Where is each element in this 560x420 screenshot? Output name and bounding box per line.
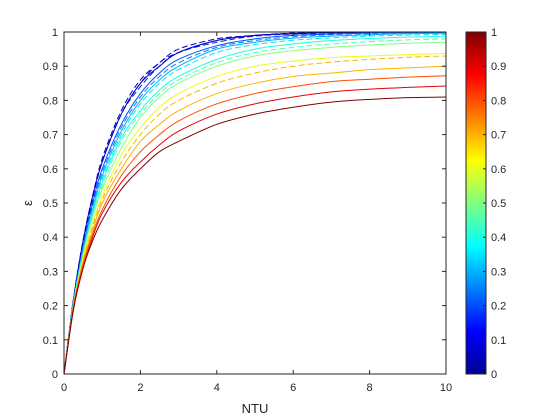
y-tick-label: 0.4 (43, 232, 58, 244)
y-tick-label: 0.1 (43, 335, 58, 347)
plot-area: 0 2 4 6 8 10 0 0.1 0.2 0.3 0.4 0.5 0.6 0.7 0.8 0.9 1 (43, 27, 452, 394)
colorbar-tick-label: 0.8 (491, 95, 506, 107)
series-line-7 (64, 32, 446, 374)
series-line-6 (64, 32, 446, 374)
x-tick-label: 4 (214, 382, 220, 394)
plot-background (64, 32, 446, 374)
x-tick-label: 2 (137, 382, 143, 394)
x-tick-label: 6 (290, 382, 296, 394)
y-tick-label: 0 (52, 369, 58, 381)
y-tick-label: 0.6 (43, 164, 58, 176)
colorbar: 0 0.1 0.2 0.3 0.4 0.5 0.6 0.7 0.8 0.9 1 (465, 27, 506, 381)
colorbar-tick-label: 1 (491, 27, 497, 39)
x-tick-label: 0 (61, 382, 67, 394)
colorbar-tick-label: 0.5 (491, 198, 506, 210)
y-tick-label: 0.3 (43, 266, 58, 278)
colorbar-tick-label: 0.4 (491, 232, 506, 244)
y-axis-label: ε (20, 200, 35, 206)
series-line-14 (64, 65, 446, 374)
series-line-15 (64, 75, 446, 374)
y-tick-label: 0.5 (43, 198, 58, 210)
series-layer (64, 32, 446, 374)
x-axis-ticks: 0 2 4 6 8 10 (61, 32, 452, 394)
y-axis-ticks: 0 0.1 0.2 0.3 0.4 0.5 0.6 0.7 0.8 0.9 1 (43, 27, 446, 381)
series-line-11 (64, 41, 446, 374)
x-tick-label: 8 (367, 382, 373, 394)
colorbar-tick-label: 0.1 (491, 335, 506, 347)
y-tick-label: 0.8 (43, 95, 58, 107)
y-tick-label: 0.9 (43, 61, 58, 73)
colorbar-tick-label: 0.9 (491, 61, 506, 73)
y-tick-label: 0.7 (43, 130, 58, 142)
x-tick-label: 10 (440, 382, 452, 394)
colorbar-tick-label: 0.3 (491, 266, 506, 278)
x-axis-label: NTU (242, 401, 269, 416)
colorbar-ticks: 0 0.1 0.2 0.3 0.4 0.5 0.6 0.7 0.8 0.9 1 (483, 27, 506, 381)
colorbar-tick-label: 0.7 (491, 130, 506, 142)
colorbar-tick-label: 0 (491, 369, 497, 381)
colorbar-tick-label: 0.6 (491, 164, 506, 176)
y-tick-label: 1 (52, 27, 58, 39)
y-tick-label: 0.2 (43, 301, 58, 313)
series-line-12 (64, 53, 446, 374)
colorbar-tick-label: 0.2 (491, 301, 506, 313)
series-line-17 (64, 96, 446, 374)
